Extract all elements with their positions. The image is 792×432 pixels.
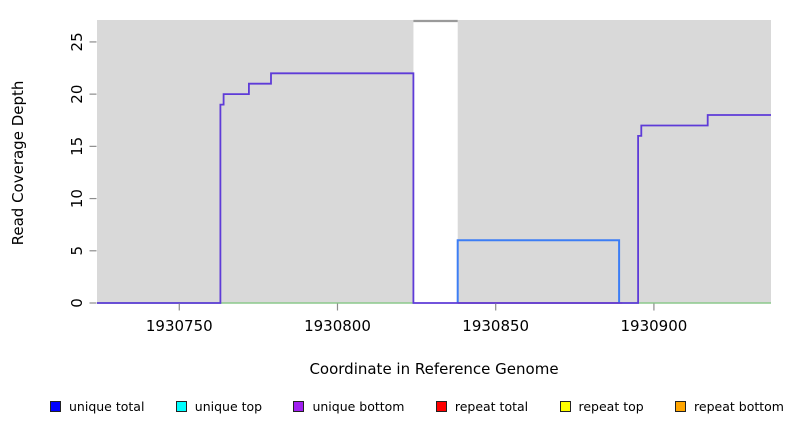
y-axis-title: Read Coverage Depth [9, 80, 27, 246]
legend-item-repeat-bottom: repeat bottom [675, 399, 784, 414]
legend-label: unique bottom [312, 398, 405, 414]
legend-label: repeat total [454, 398, 529, 414]
legend-item-repeat-total: repeat total [435, 398, 529, 414]
legend-swatch-icon [675, 400, 687, 412]
series-lines [97, 19, 771, 304]
y-tick-label: 25 [68, 32, 86, 51]
x-tick-label: 1930850 [462, 317, 529, 335]
y-tick-label: 5 [68, 246, 86, 256]
y-tick-label: 20 [68, 85, 86, 104]
legend-swatch-icon [293, 400, 305, 412]
y-tick-label: 10 [68, 189, 86, 208]
shaded-region-left [97, 20, 414, 303]
legend-label: repeat top [578, 398, 644, 414]
legend-item-unique-top: unique top [175, 398, 263, 414]
legend-swatch-icon [435, 400, 447, 412]
background-regions [97, 20, 771, 303]
y-axis: 0 5 10 15 20 25 [68, 32, 97, 308]
legend-label: unique total [69, 398, 145, 414]
x-tick-label: 1930800 [304, 317, 371, 335]
legend-swatch-icon [559, 400, 571, 412]
legend-swatch-icon [50, 400, 61, 412]
legend-label: repeat bottom [694, 398, 784, 414]
x-tick-label: 1930900 [621, 317, 688, 335]
series-unique-bottom-coverage [97, 72, 771, 304]
series-unique-total-block [456, 239, 621, 303]
legend: unique total unique top unique bottom repea… [50, 396, 784, 416]
legend-item-unique-total: unique total [50, 399, 144, 414]
legend-label: unique top [194, 398, 263, 414]
shaded-region-right [457, 20, 771, 303]
x-tick-label: 1930750 [146, 317, 213, 335]
y-tick-label: 0 [68, 298, 86, 308]
legend-swatch-icon [175, 400, 187, 412]
x-axis-title: Coordinate in Reference Genome [309, 360, 559, 378]
y-tick-label: 15 [68, 137, 86, 156]
x-axis: 1930750 1930800 1930850 1930900 [146, 303, 688, 335]
legend-item-unique-bottom: unique bottom [293, 398, 405, 414]
legend-item-repeat-top: repeat top [559, 398, 644, 414]
